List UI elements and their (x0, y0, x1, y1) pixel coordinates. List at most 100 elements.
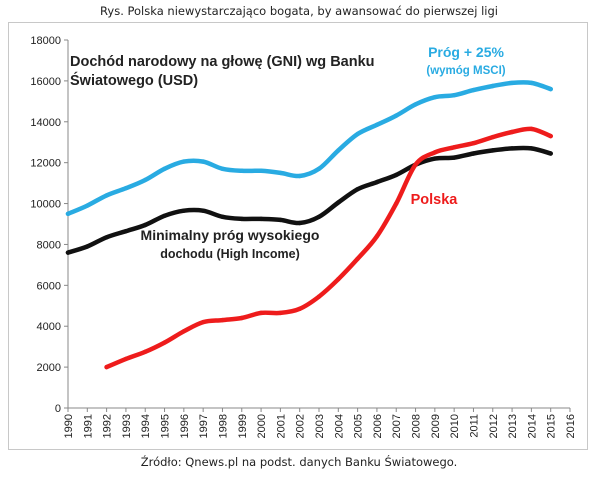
y-tick-label: 8000 (37, 239, 61, 251)
data-point-high_income (220, 214, 225, 219)
data-point-msci (104, 193, 109, 198)
data-point-msci (529, 80, 534, 86)
x-tick-label: 1999 (237, 414, 249, 438)
y-tick-label: 6000 (37, 280, 61, 292)
data-point-polska (316, 294, 322, 299)
data-point-polska (201, 319, 206, 325)
y-tick-label: 10000 (30, 199, 61, 211)
data-point-msci (85, 203, 90, 208)
data-point-msci (374, 122, 380, 128)
data-point-msci (432, 95, 437, 100)
data-point-msci (471, 87, 476, 93)
data-point-msci (355, 131, 360, 137)
series-label-msci-1: Próg + 25% (428, 44, 504, 60)
data-point-polska (123, 356, 129, 362)
data-point-msci (123, 186, 129, 191)
data-point-polska (548, 133, 553, 139)
data-point-high_income (471, 151, 476, 156)
data-point-msci (143, 177, 148, 183)
data-point-polska (374, 234, 380, 239)
series-label-polska: Polska (411, 192, 459, 208)
x-tick-label: 2007 (391, 414, 403, 438)
data-point-high_income (239, 216, 244, 222)
x-tick-label: 2015 (546, 414, 558, 438)
series-label-msci-2: (wymóg MSCI) (426, 65, 505, 77)
x-tick-label: 2006 (372, 414, 384, 438)
data-point-msci (336, 148, 341, 153)
data-point-polska (143, 349, 148, 354)
data-point-msci (220, 166, 225, 171)
data-point-high_income (85, 244, 90, 249)
x-tick-label: 1992 (102, 414, 114, 438)
x-tick-label: 1997 (198, 414, 210, 438)
data-point-msci (258, 168, 264, 173)
x-tick-label: 2011 (468, 414, 480, 438)
x-tick-label: 2009 (430, 414, 442, 438)
chart-title-line-1: Dochód narodowy na głowę (GNI) wg Banku (70, 54, 375, 70)
data-point-high_income (297, 220, 302, 226)
x-tick-label: 1994 (140, 414, 152, 438)
data-point-polska (471, 141, 476, 146)
data-point-high_income (258, 216, 264, 222)
data-point-msci (239, 168, 244, 173)
x-tick-label: 2001 (275, 414, 287, 438)
data-point-polska (220, 317, 225, 323)
series-line-msci (65, 80, 553, 217)
data-point-high_income (143, 222, 148, 228)
data-point-high_income (509, 146, 515, 151)
x-tick-label: 2000 (256, 414, 268, 438)
x-tick-label: 2014 (526, 414, 538, 438)
data-point-high_income (490, 148, 495, 153)
data-point-polska (239, 315, 244, 321)
x-tick-label: 2010 (449, 414, 461, 438)
chart-title-line-2: Światowego (USD) (70, 71, 198, 89)
data-point-high_income (316, 214, 322, 219)
data-point-polska (297, 306, 302, 311)
y-tick-label: 4000 (37, 321, 61, 333)
data-point-polska (104, 364, 109, 370)
data-point-polska (413, 162, 418, 167)
x-tick-label: 2004 (333, 414, 345, 438)
data-point-polska (181, 329, 186, 334)
data-point-msci (548, 86, 553, 92)
data-point-msci (65, 211, 71, 216)
data-point-high_income (181, 208, 186, 213)
x-tick-label: 2013 (507, 414, 519, 438)
data-point-high_income (336, 200, 341, 205)
data-point-msci (181, 159, 186, 164)
data-point-polska (432, 150, 437, 155)
data-point-msci (278, 170, 283, 176)
x-tick-label: 1998 (217, 414, 229, 438)
data-point-high_income (374, 179, 380, 185)
y-tick-label: 0 (55, 403, 61, 415)
data-point-high_income (355, 187, 360, 192)
data-point-msci (316, 166, 322, 171)
data-point-high_income (278, 217, 283, 223)
x-tick-label: 1993 (121, 414, 133, 438)
source-caption: Źródło: Qnews.pl na podst. danych Banku … (140, 455, 458, 469)
data-point-high_income (452, 155, 457, 160)
data-point-high_income (432, 156, 437, 161)
data-point-high_income (529, 146, 534, 151)
x-tick-label: 2003 (314, 414, 326, 438)
series-label-high-income-2: dochodu (High Income) (160, 247, 300, 261)
data-point-msci (394, 113, 399, 118)
data-point-polska (394, 201, 399, 206)
data-point-polska (490, 134, 495, 140)
data-point-polska (258, 310, 264, 316)
data-point-msci (297, 173, 302, 179)
x-tick-label: 1990 (63, 414, 75, 438)
data-point-msci (452, 93, 457, 98)
data-point-msci (509, 80, 515, 86)
data-point-high_income (104, 235, 109, 240)
gni-line-chart: 0 2000 4000 6000 8000 10000 12000 14000 16000 180… (30, 35, 577, 438)
data-point-polska (509, 129, 515, 135)
data-point-msci (201, 159, 206, 164)
x-tick-label: 2016 (565, 414, 577, 438)
data-point-polska (452, 145, 457, 150)
x-tick-label: 2005 (353, 414, 365, 438)
data-point-high_income (201, 208, 206, 213)
axes: 0 2000 4000 6000 8000 10000 12000 14000 16000 180… (30, 35, 577, 438)
x-tick-label: 1995 (160, 414, 172, 438)
data-point-high_income (123, 229, 129, 234)
